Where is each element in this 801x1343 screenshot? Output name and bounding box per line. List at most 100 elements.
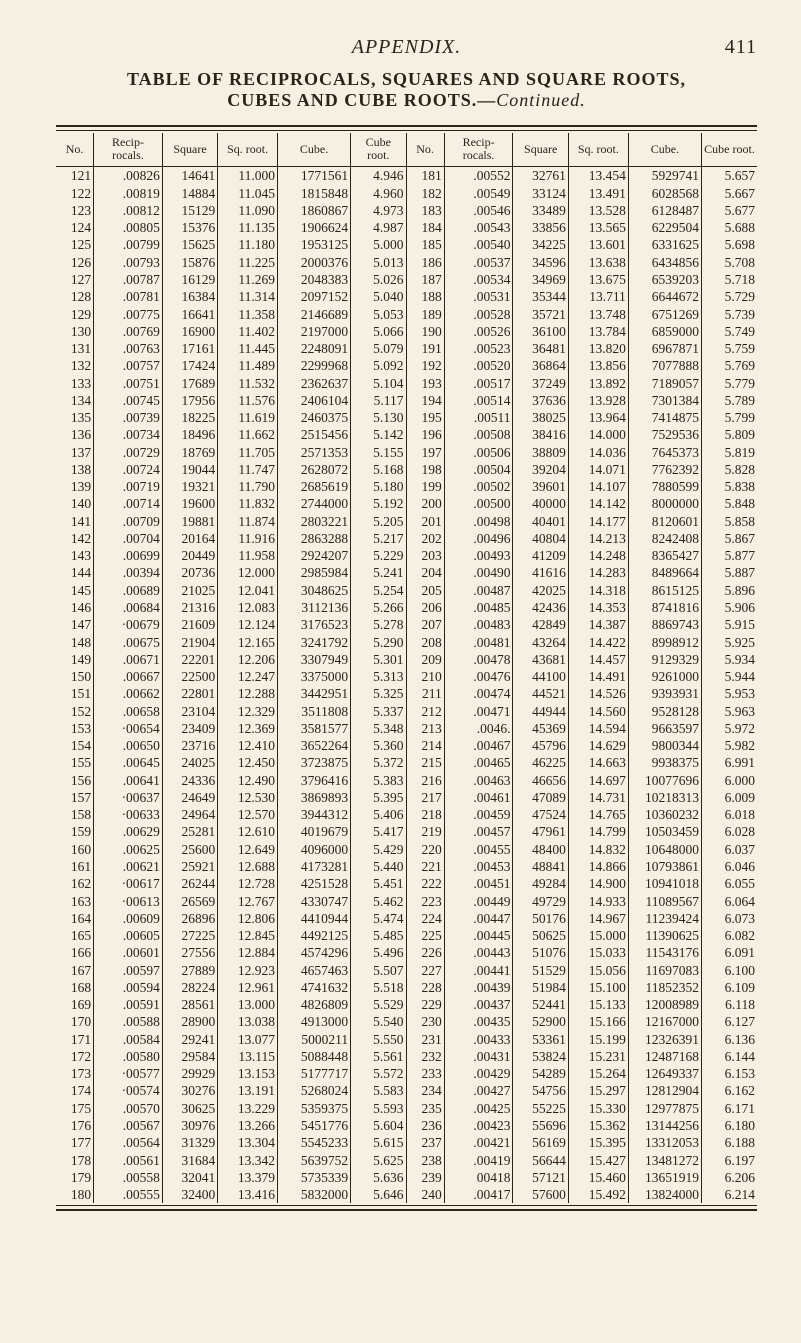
table-cell: 140	[56, 495, 94, 512]
table-cell: 51076	[513, 944, 568, 961]
table-row: 202.004964080414.21382424085.867	[407, 530, 758, 547]
table-cell: 2628072	[277, 461, 350, 478]
table-row: 160.006252560012.64940960005.429	[56, 841, 406, 858]
table-cell: 206	[407, 599, 445, 616]
table-cell: .00781	[94, 288, 163, 305]
table-cell: .00609	[94, 910, 163, 927]
table-cell: 13.153	[218, 1065, 278, 1082]
table-cell: 5.877	[702, 547, 757, 564]
table-cell: 5.896	[702, 582, 757, 599]
table-cell: 56169	[513, 1134, 568, 1151]
table-cell: 34225	[513, 236, 568, 253]
table-cell: 3511808	[277, 703, 350, 720]
table-row: 147·006792160912.12431765235.278	[56, 616, 406, 633]
table-cell: 211	[407, 685, 445, 702]
col-square: Square	[162, 133, 217, 167]
table-cell: 208	[407, 634, 445, 651]
table-cell: 5.838	[702, 478, 757, 495]
table-cell: 12649337	[628, 1065, 701, 1082]
table-row: 142.007042016411.91628632885.217	[56, 530, 406, 547]
table-row: 207.004834284914.38788697435.915	[407, 616, 758, 633]
table-cell: 13.038	[218, 1013, 278, 1030]
table-cell: 14.594	[568, 720, 628, 737]
title-line-2a: CUBES AND CUBE ROOTS.—	[227, 90, 496, 110]
table-cell: 8120601	[628, 513, 701, 530]
table-cell: 3048625	[277, 582, 350, 599]
table-cell: 184	[407, 219, 445, 236]
table-cell: 133	[56, 375, 94, 392]
table-cell: 13824000	[628, 1186, 701, 1203]
table-cell: .00594	[94, 979, 163, 996]
table-cell: 6229504	[628, 219, 701, 236]
table-row: 208.004814326414.42289989125.925	[407, 634, 758, 651]
table-cell: 16129	[162, 271, 217, 288]
table-cell: 146	[56, 599, 94, 616]
table-cell: 13.491	[568, 185, 628, 202]
table-cell: 5.769	[702, 357, 757, 374]
table-cell: 160	[56, 841, 94, 858]
table-cell: 182	[407, 185, 445, 202]
table-cell: 224	[407, 910, 445, 927]
table-row: 131.007631716111.44522480915.079	[56, 340, 406, 357]
table-cell: 167	[56, 962, 94, 979]
table-cell: 21609	[162, 616, 217, 633]
table-cell: 19321	[162, 478, 217, 495]
table-cell: 15.427	[568, 1152, 628, 1169]
table-cell: 194	[407, 392, 445, 409]
table-row: 155.006452402512.45037238755.372	[56, 754, 406, 771]
table-cell: 5.657	[702, 167, 757, 185]
table-cell: 52900	[513, 1013, 568, 1030]
table-cell: 22500	[162, 668, 217, 685]
table-cell: 11.747	[218, 461, 278, 478]
table-cell: .00641	[94, 772, 163, 789]
table-cell: 5.117	[351, 392, 406, 409]
table-cell: 5.789	[702, 392, 757, 409]
table-row: 132.007571742411.48922999685.092	[56, 357, 406, 374]
table-cell: 27556	[162, 944, 217, 961]
table-cell: 13.601	[568, 236, 628, 253]
table-row: 158·006332496412.57039443125.406	[56, 806, 406, 823]
table-row: 209.004784368114.45791293295.934	[407, 651, 758, 668]
table-cell: 4410944	[277, 910, 350, 927]
table-cell: ·00613	[94, 893, 163, 910]
table-cell: 151	[56, 685, 94, 702]
table-cell: 123	[56, 202, 94, 219]
table-cell: 5.828	[702, 461, 757, 478]
table-cell: 6.055	[702, 875, 757, 892]
table-cell: .00429	[444, 1065, 513, 1082]
table-cell: 53824	[513, 1048, 568, 1065]
table-cell: .00724	[94, 461, 163, 478]
table-cell: 239	[407, 1169, 445, 1186]
table-cell: 222	[407, 875, 445, 892]
table-cell: 219	[407, 823, 445, 840]
table-cell: 156	[56, 772, 94, 789]
table-cell: 13.416	[218, 1186, 278, 1203]
table-cell: 13.711	[568, 288, 628, 305]
table-cell: 199	[407, 478, 445, 495]
table-cell: 5.604	[351, 1117, 406, 1134]
table-cell: 12.369	[218, 720, 278, 737]
table-cell: 5268024	[277, 1082, 350, 1099]
table-cell: 12.845	[218, 927, 278, 944]
table-cell: 235	[407, 1100, 445, 1117]
table-cell: 197	[407, 444, 445, 461]
table-cell: .00490	[444, 564, 513, 581]
table-cell: 5.819	[702, 444, 757, 461]
table-row: 150.006672250012.24733750005.313	[56, 668, 406, 685]
table-cell: 5.278	[351, 616, 406, 633]
table-cell: 238	[407, 1152, 445, 1169]
table-cell: 11.180	[218, 236, 278, 253]
table-row: 149.006712220112.20633079495.301	[56, 651, 406, 668]
table-cell: 6539203	[628, 271, 701, 288]
table-cell: 14.000	[568, 426, 628, 443]
table-row: 121.008261464111.00017715614.946	[56, 167, 406, 185]
table-cell: 5.529	[351, 996, 406, 1013]
table-cell: 46225	[513, 754, 568, 771]
table-cell: 12.124	[218, 616, 278, 633]
col-cuberoot: Cube root.	[702, 133, 757, 167]
table-cell: 9663597	[628, 720, 701, 737]
table-cell: 5.507	[351, 962, 406, 979]
table-cell: 10077696	[628, 772, 701, 789]
table-row: 203.004934120914.24883654275.877	[407, 547, 758, 564]
table-cell: 30276	[162, 1082, 217, 1099]
